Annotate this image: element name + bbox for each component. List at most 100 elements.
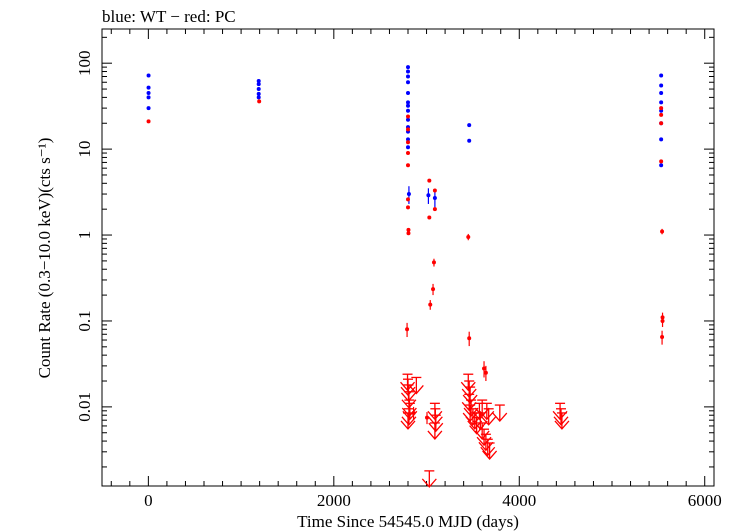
data-point — [406, 114, 410, 119]
data-point — [146, 73, 151, 78]
upper-limit-arrow — [428, 422, 444, 433]
data-point — [432, 188, 437, 193]
x-tick-label: 6000 — [688, 491, 722, 510]
data-point — [256, 87, 261, 92]
x-tick-label: 2000 — [317, 491, 351, 510]
data-point — [426, 193, 431, 198]
chart-title: blue: WT − red: PC — [102, 7, 236, 26]
upper-limit-arrow — [467, 420, 483, 430]
upper-limit-arrow — [401, 416, 417, 426]
data-point — [467, 123, 472, 128]
data-point — [256, 82, 261, 87]
data-point — [660, 335, 665, 340]
data-point — [256, 95, 261, 100]
upper-limit-arrow — [492, 412, 508, 423]
x-tick-label: 4000 — [502, 491, 536, 510]
upper-limit-arrow — [482, 450, 498, 460]
data-point — [660, 318, 665, 323]
y-tick-label: 100 — [75, 50, 94, 76]
upper-limit-arrow — [480, 446, 496, 457]
data-point — [406, 108, 410, 113]
data-point — [406, 90, 410, 95]
data-point — [146, 90, 151, 95]
data-point — [146, 119, 151, 124]
data-point — [431, 287, 436, 292]
data-point — [406, 137, 410, 142]
data-point — [406, 140, 410, 145]
data-point — [427, 178, 432, 183]
data-point — [256, 79, 261, 84]
data-point — [406, 231, 411, 236]
data-point — [406, 127, 410, 132]
data-point — [146, 95, 151, 100]
data-point — [659, 163, 664, 168]
upper-limit-arrow — [553, 416, 569, 426]
upper-limit-arrow — [465, 416, 481, 426]
data-point — [659, 112, 664, 117]
data-point — [146, 106, 151, 111]
series-wt — [146, 65, 664, 208]
data-point — [406, 117, 410, 122]
series-pc — [146, 99, 665, 425]
x-axis-title: Time Since 54545.0 MJD (days) — [297, 512, 519, 531]
data-point — [431, 260, 436, 265]
data-point — [406, 163, 410, 168]
data-point — [406, 74, 410, 79]
data-point — [406, 227, 411, 232]
y-tick-label: 1 — [75, 231, 94, 240]
data-point — [425, 415, 430, 420]
upper-limit-arrow — [478, 441, 494, 452]
data-point — [406, 103, 410, 108]
upper-limit-arrow — [463, 407, 479, 418]
upper-limit-arrow — [462, 394, 478, 405]
data-point — [659, 73, 664, 78]
data-point — [428, 302, 433, 307]
data-point — [659, 121, 664, 126]
data-point — [406, 205, 410, 210]
data-point — [432, 195, 437, 200]
x-tick-label: 0 — [144, 491, 153, 510]
data-point — [659, 90, 664, 95]
upper-limit-arrow — [421, 478, 437, 488]
y-tick-label: 0.01 — [75, 392, 94, 422]
data-point — [406, 145, 410, 150]
upper-limit-arrow — [400, 420, 416, 430]
data-point — [406, 80, 410, 85]
data-point — [466, 234, 471, 239]
data-point — [406, 197, 410, 202]
upper-limit-arrow — [460, 381, 476, 392]
data-point — [660, 229, 665, 234]
series-pc-upper-limits — [400, 373, 570, 488]
upper-limit-arrow — [479, 410, 495, 421]
data-point — [483, 370, 488, 375]
data-point — [256, 91, 261, 96]
data-point — [432, 207, 437, 212]
y-axis: 0.01 0.1 1 10 100 — [75, 36, 714, 468]
upper-limit-arrow — [481, 416, 497, 426]
data-point — [406, 100, 410, 105]
y-tick-label: 10 — [75, 141, 94, 158]
y-axis-title: Count Rate (0.3−10.0 keV)(cts s⁻¹) — [35, 138, 54, 379]
data-point — [467, 336, 472, 341]
data-point — [406, 192, 411, 197]
upper-limit-arrow — [408, 385, 424, 395]
x-axis: 0 2000 4000 6000 — [110, 29, 722, 510]
data-point — [659, 100, 664, 105]
upper-limit-arrow — [402, 410, 418, 421]
data-point — [405, 327, 410, 332]
data-point — [406, 69, 410, 74]
data-layer — [146, 65, 665, 488]
data-point — [146, 85, 151, 90]
data-point — [659, 83, 664, 88]
data-point — [406, 151, 410, 156]
data-point — [406, 65, 410, 70]
data-point — [482, 366, 487, 371]
data-point — [467, 138, 472, 143]
data-point — [427, 215, 432, 220]
upper-limit-arrow — [427, 430, 443, 440]
upper-limit-arrow — [552, 410, 568, 421]
data-point — [257, 99, 262, 104]
upper-limit-arrow — [554, 420, 570, 430]
data-point — [659, 137, 664, 142]
